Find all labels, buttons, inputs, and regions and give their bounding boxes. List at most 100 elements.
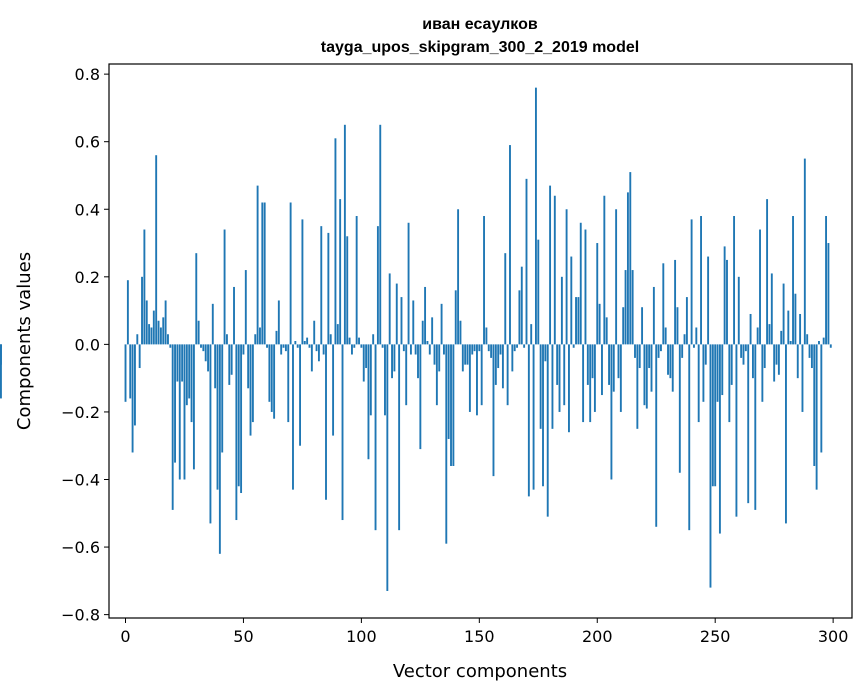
bar-25	[183, 344, 186, 480]
bar-196	[586, 344, 589, 385]
bar-76	[303, 341, 306, 345]
bar-35	[207, 344, 210, 372]
bar-109	[381, 344, 384, 348]
bar-53	[249, 344, 252, 436]
bar-132	[435, 344, 438, 406]
y-tick-label: 0.8	[75, 65, 100, 84]
bar-170	[525, 178, 528, 345]
bar-295	[820, 344, 823, 453]
bar-214	[629, 172, 632, 345]
bar-161	[504, 253, 507, 345]
bar-280	[785, 344, 787, 524]
bar-247	[707, 256, 710, 345]
bar-88	[332, 344, 335, 436]
bar-293	[815, 344, 818, 490]
bar-163	[509, 145, 511, 345]
bar-141	[457, 209, 460, 345]
bar-238	[685, 297, 688, 345]
bar-244	[700, 216, 702, 345]
bar-63	[273, 344, 276, 419]
bar-207	[612, 344, 615, 392]
bar-299	[829, 344, 832, 348]
bar-79	[310, 344, 313, 372]
bar-166	[516, 344, 519, 348]
bar-77	[306, 337, 309, 345]
bar-68	[284, 344, 287, 352]
bar-14	[157, 320, 160, 345]
bar-66	[280, 344, 283, 355]
bar-191	[575, 297, 577, 345]
bar-113	[391, 344, 393, 379]
bar-81	[315, 344, 318, 352]
bar-221	[645, 344, 648, 409]
bar-21	[174, 344, 176, 463]
bar-283	[792, 216, 794, 345]
bar-116	[398, 344, 401, 531]
bar-37	[211, 303, 214, 345]
bar-179	[546, 344, 549, 517]
bar-226	[657, 344, 660, 358]
bar-242	[695, 327, 698, 345]
bar-11	[150, 327, 153, 345]
bar-160	[501, 344, 504, 389]
bar-40	[218, 344, 221, 554]
bar-36	[209, 344, 212, 524]
bar-60	[266, 344, 268, 348]
bar-62	[270, 344, 273, 412]
bar-101	[362, 344, 365, 382]
y-axis: −0.8 −0.6 −0.4 −0.2 0.0 0.2 0.4 0.6 0.8	[61, 65, 109, 625]
bar-121	[409, 344, 412, 355]
bar-201	[598, 303, 601, 345]
bar-286	[799, 313, 802, 345]
bar-82	[317, 344, 320, 362]
bar-237	[683, 334, 686, 345]
bar-104	[369, 344, 372, 416]
bar-294	[818, 341, 820, 345]
bar-29	[192, 344, 195, 470]
bar-56	[256, 185, 259, 345]
bar-187	[565, 209, 568, 345]
bar-51	[244, 270, 247, 345]
chart-title-line2: tayga_upos_skipgram_300_2_2019 model	[321, 39, 639, 56]
bar-184	[558, 344, 561, 412]
bar-102	[365, 344, 368, 369]
y-tick-label: 0.0	[75, 335, 100, 354]
bar-undefined	[0, 344, 2, 365]
bar-0	[124, 344, 127, 402]
bar-213	[626, 192, 629, 345]
bar-74	[299, 344, 301, 446]
bar-236	[681, 344, 684, 358]
bar-131	[433, 344, 436, 365]
bar-114	[393, 344, 396, 372]
y-tick-label: −0.4	[61, 471, 100, 490]
bar-58	[261, 202, 264, 345]
bar-65	[277, 300, 280, 345]
bar-169	[523, 344, 526, 348]
bar-183	[556, 344, 559, 385]
bar-120	[407, 222, 410, 345]
bar-26	[185, 344, 188, 406]
bar-54	[251, 344, 254, 423]
bar-13	[155, 155, 158, 345]
bar-252	[718, 344, 721, 534]
bar-117	[400, 297, 403, 345]
x-tick-label: 0	[120, 627, 130, 646]
bar-75	[301, 219, 304, 345]
bar-107	[376, 226, 379, 345]
bar-70	[289, 202, 292, 345]
bar-110	[384, 344, 386, 416]
bar-234	[676, 307, 679, 345]
bar-147	[471, 344, 474, 355]
x-axis: 0 50 100 150 200 250 300	[120, 618, 848, 646]
bar-61	[268, 344, 271, 402]
bar-8	[143, 229, 146, 345]
bar-251	[716, 344, 719, 402]
bar-231	[669, 344, 672, 379]
bar-281	[787, 310, 790, 345]
bar-224	[652, 286, 655, 345]
bar-19	[169, 344, 172, 348]
bar-271	[763, 344, 766, 369]
bar-152	[483, 216, 485, 345]
bar-124	[417, 344, 419, 379]
bar-167	[518, 290, 521, 345]
